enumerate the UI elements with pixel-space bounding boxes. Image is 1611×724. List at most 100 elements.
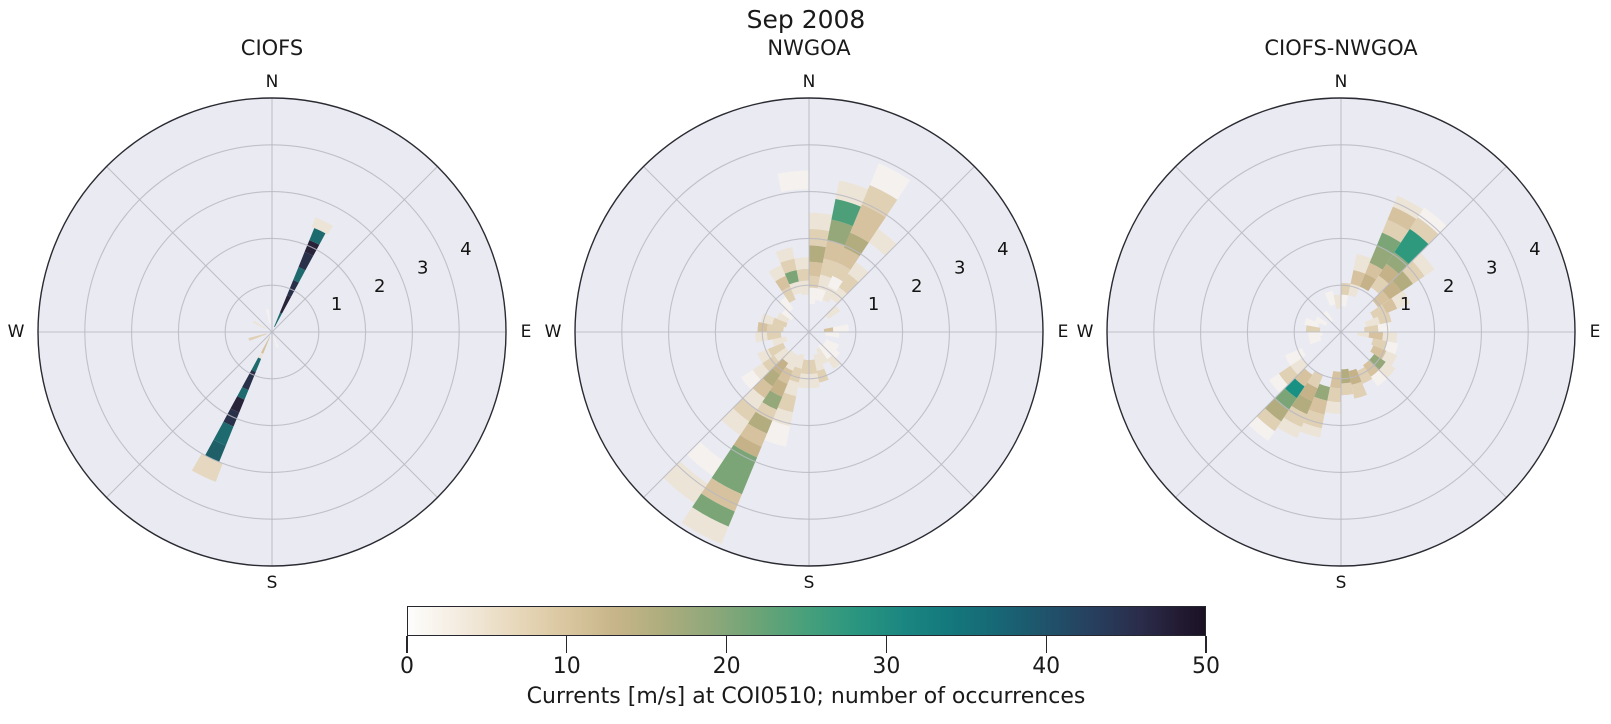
radial-tick-label: 2: [1443, 276, 1454, 297]
rose-sector: [825, 332, 840, 338]
rose-sector: [825, 305, 841, 319]
rose-sector: [1315, 316, 1328, 326]
angular-gridline: [106, 331, 273, 498]
rose-sector: [777, 392, 797, 413]
rose-sector: [1248, 416, 1275, 441]
rose-sector: [279, 295, 291, 314]
figure-suptitle: Sep 2008: [746, 5, 866, 34]
rose-sector: [1291, 394, 1313, 415]
rose-sector: [837, 247, 860, 270]
rose-sector: [818, 343, 833, 360]
rose-sector: [663, 461, 708, 504]
rose-sector: [827, 219, 853, 246]
rose-sector: [762, 368, 781, 387]
rose-sector: [1341, 368, 1351, 384]
colorbar-tick: [406, 636, 408, 653]
rose-sector: [1341, 294, 1349, 307]
rose-sector: [213, 421, 234, 446]
rose-sector: [1350, 270, 1366, 287]
rose-sector: [701, 478, 742, 512]
rose-sector: [815, 288, 826, 302]
rose-sector: [772, 407, 793, 427]
rose-sector: [781, 308, 795, 321]
rose-sector: [253, 320, 267, 329]
rose-sector: [1370, 345, 1387, 360]
radial-tick-label: 4: [997, 239, 1008, 260]
rose-sector: [789, 281, 802, 296]
radial-tick-label: 3: [954, 258, 965, 279]
compass-label-n: N: [803, 72, 816, 92]
compass-label-e: E: [521, 322, 532, 342]
rose-sector: [779, 297, 794, 313]
angular-gridline: [808, 331, 975, 498]
rose-sector: [766, 323, 784, 332]
polar-spine: [574, 97, 1044, 567]
rose-sector: [732, 398, 757, 422]
rose-sector: [832, 324, 849, 332]
rose-sector: [1322, 310, 1334, 323]
rose-sector: [309, 228, 326, 245]
radial-tick-label: 4: [460, 239, 471, 260]
rose-sector: [767, 342, 786, 357]
rose-sector: [1384, 341, 1399, 355]
rose-sector: [274, 312, 282, 328]
rose-sector: [273, 336, 279, 348]
rose-sector: [1364, 324, 1379, 332]
rose-sector: [733, 435, 762, 458]
rose-sector: [764, 420, 791, 447]
compass-label-s: S: [1336, 573, 1347, 593]
rose-sector: [1381, 298, 1398, 314]
rose-sector: [1269, 373, 1289, 394]
rose-sector: [230, 396, 245, 413]
rose-sector: [237, 387, 249, 400]
rose-sector: [780, 258, 797, 274]
rose-sector: [785, 353, 800, 371]
colorbar-tick: [1045, 636, 1047, 653]
rose-sector: [1327, 387, 1341, 403]
radial-tick-label: 1: [868, 294, 879, 315]
rose-sector: [1284, 378, 1305, 399]
colorbar-tick: [885, 636, 888, 653]
rose-sector: [772, 336, 788, 347]
rose-sector: [1333, 294, 1341, 309]
angular-gridline: [808, 166, 975, 333]
rose-sector: [777, 367, 793, 384]
rose-sector: [1377, 312, 1392, 325]
compass-label-n: N: [1335, 72, 1348, 92]
colorbar-tick-label: 20: [712, 654, 741, 679]
rose-sector: [265, 308, 271, 324]
rose-sector: [762, 390, 783, 410]
rose-sector: [1308, 332, 1323, 339]
rose-sector: [850, 204, 886, 243]
rose-sector: [1325, 400, 1341, 414]
radial-tick-label: 2: [911, 276, 922, 297]
rose-sector: [1370, 275, 1389, 294]
angular-gridline: [106, 166, 273, 333]
rose-sector: [298, 251, 314, 271]
rose-sector: [1412, 252, 1435, 277]
rose-sector: [1299, 382, 1318, 402]
colorbar-tick-label: 50: [1192, 654, 1220, 679]
rose-sector: [869, 163, 911, 200]
rose-sector: [809, 261, 823, 277]
rose-sector: [1324, 290, 1336, 307]
rose-sector: [796, 268, 809, 282]
subplot-title-nwgoa: NWGOA: [767, 36, 851, 60]
rose-sector: [768, 265, 786, 282]
rose-sector: [1369, 245, 1393, 270]
rose-sector: [1379, 361, 1396, 379]
rose-sector: [760, 313, 775, 325]
compass-label-w: W: [8, 322, 25, 342]
rose-sector: [721, 408, 750, 436]
rose-sector: [868, 228, 897, 256]
rose-sector: [1353, 254, 1372, 274]
radial-tick-label: 3: [1486, 258, 1497, 279]
colorbar-tick: [566, 636, 568, 653]
rose-sector: [1370, 370, 1388, 387]
rose-sector: [311, 217, 333, 235]
rose-sector: [813, 353, 825, 371]
rose-sector: [1283, 406, 1307, 428]
rose-sector: [762, 355, 780, 372]
rose-sector: [755, 332, 768, 343]
rose-sector: [1382, 280, 1402, 300]
